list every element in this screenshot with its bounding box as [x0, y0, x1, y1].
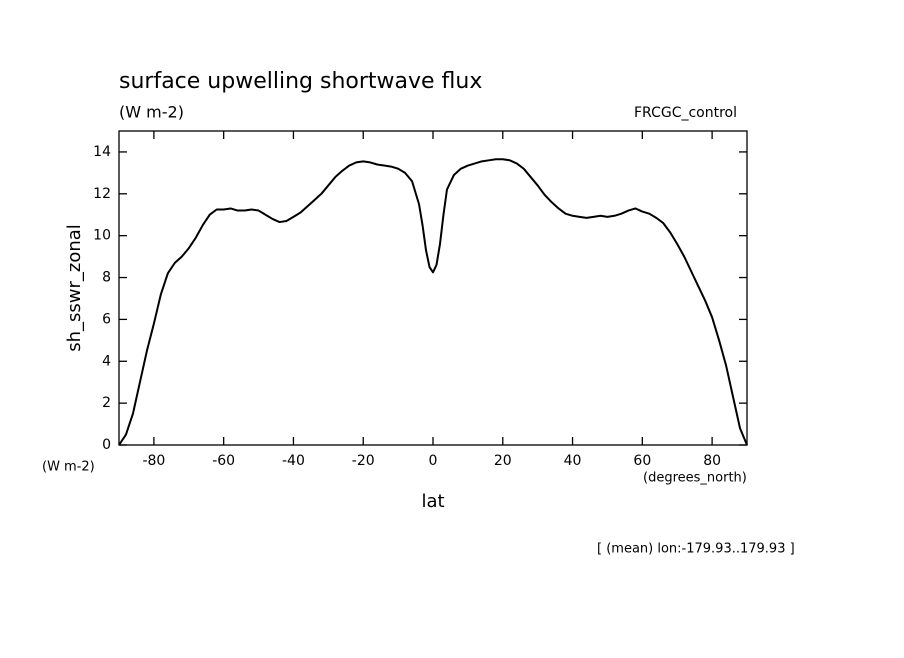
x-tick-label: 80: [703, 453, 721, 469]
x-tick-label: 60: [633, 453, 651, 469]
x-axis-units: (degrees_north): [643, 471, 747, 486]
y-tick-label: 10: [93, 228, 111, 244]
chart-subtitle: (W m-2): [119, 103, 184, 122]
y-tick-label: 4: [102, 353, 111, 369]
y-tick-label: 0: [102, 437, 111, 453]
y-tick-label: 14: [93, 144, 111, 160]
x-tick-label: -20: [352, 453, 375, 469]
x-tick-label: 0: [429, 453, 438, 469]
x-axis-label: lat: [421, 491, 444, 512]
plot-frame: [118, 130, 748, 446]
chart-title: surface upwelling shortwave flux: [119, 69, 482, 94]
y-axis-label: sh_sswr_zonal: [64, 224, 85, 352]
y-tick-label: 8: [102, 270, 111, 286]
x-tick-label: 40: [564, 453, 582, 469]
footnote: [ (mean) lon:-179.93..179.93 ]: [597, 542, 795, 557]
y-axis-units: (W m-2): [42, 460, 95, 475]
x-tick-label: 20: [494, 453, 512, 469]
x-tick-label: -40: [282, 453, 305, 469]
x-tick-label: -60: [212, 453, 235, 469]
data-line: [118, 158, 748, 446]
y-tick-label: 6: [102, 311, 111, 327]
y-tick-label: 12: [93, 186, 111, 202]
x-tick-label: -80: [142, 453, 165, 469]
y-tick-label: 2: [102, 395, 111, 411]
dataset-label: FRCGC_control: [634, 105, 737, 121]
